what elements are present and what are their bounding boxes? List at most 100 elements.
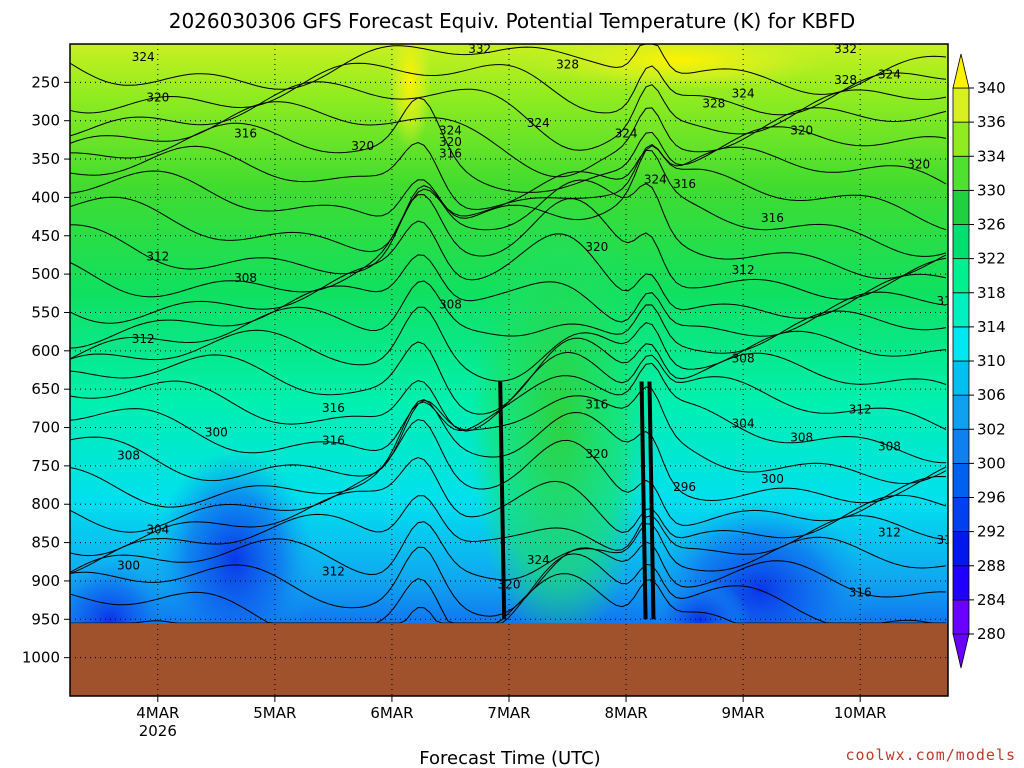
- contour-line: [70, 280, 947, 360]
- colorbar-segment: [952, 189, 970, 225]
- y-axis: 250 300 350 400 450 500 550 600 650 700 750 800 850 9…: [22, 73, 70, 667]
- colorbar-segment: [952, 360, 970, 396]
- y-tick-label: 700: [31, 419, 60, 437]
- colorbar-tick-label: 300: [977, 454, 1006, 472]
- contour-label: 316: [234, 127, 257, 141]
- contour-label: 312: [322, 565, 345, 579]
- x-tick-label: 10MAR: [834, 704, 887, 722]
- colorbar-tick-label: 330: [977, 181, 1006, 199]
- colorbar-tick-label: 288: [977, 557, 1006, 575]
- contour-label: 320: [907, 157, 930, 171]
- y-tick-label: 600: [31, 342, 60, 360]
- colorbar-segment: [952, 531, 970, 567]
- y-tick-label: 1000: [22, 649, 60, 667]
- contour-label: 304: [732, 417, 755, 431]
- contour-label: 320: [585, 240, 608, 254]
- colorbar-tick-label: 326: [977, 216, 1006, 234]
- contour-label: 324: [615, 127, 638, 141]
- contour-label: 308: [439, 298, 462, 312]
- contour-line: [70, 145, 947, 231]
- colorbar-tick-label: 336: [977, 113, 1006, 131]
- contour-label: 324: [878, 68, 901, 82]
- grid-lines: [70, 44, 948, 696]
- contour-line: [70, 418, 947, 533]
- credit-text: coolwx.com/models: [845, 746, 1016, 764]
- contour-label: 300: [205, 426, 228, 440]
- contour-label: 316: [322, 401, 345, 415]
- x-tick-label: 7MAR: [487, 704, 530, 722]
- colorbar-tick-label: 310: [977, 352, 1006, 370]
- y-tick-label: 250: [31, 73, 60, 91]
- contour-label: 328: [556, 58, 579, 72]
- x-tick-label: 8MAR: [604, 704, 647, 722]
- contour-line: [70, 521, 947, 581]
- colorbar-segment: [952, 394, 970, 430]
- contour-line: [70, 541, 947, 617]
- contour-label: 308: [790, 430, 813, 444]
- x-axis-label: Forecast Time (UTC): [419, 748, 600, 768]
- contour-line: [70, 553, 946, 624]
- contour-line: [70, 220, 947, 324]
- contour-label: 324: [132, 50, 155, 64]
- contour-line: [70, 386, 947, 485]
- contour-line: [498, 381, 507, 620]
- contour-line: [70, 62, 947, 116]
- colorbar-segment: [952, 462, 970, 498]
- contour-label: 312: [937, 533, 960, 547]
- colorbar-bottom-arrow: [952, 633, 970, 669]
- contour-label: 316: [761, 211, 784, 225]
- colorbar-segment: [952, 428, 970, 464]
- colorbar-segment: [952, 258, 970, 294]
- contour-label: 296: [673, 480, 696, 494]
- colorbar-tick-label: 314: [977, 318, 1006, 336]
- contour-line: [70, 44, 947, 95]
- contour-label: 324: [732, 87, 755, 101]
- colorbar-tick-label: 306: [977, 386, 1006, 404]
- contour-line: [647, 381, 656, 620]
- contour-label: 324: [439, 124, 462, 138]
- contour-line: [70, 399, 947, 508]
- colorbar-segment: [952, 565, 970, 601]
- contour-line: [70, 194, 947, 300]
- colorbar-segment: [952, 497, 970, 533]
- y-tick-label: 400: [31, 188, 60, 206]
- colorbar-segment: [952, 326, 970, 362]
- colorbar-segment: [952, 155, 970, 191]
- contour-label: 312: [732, 263, 755, 277]
- chart-title: 2026030306 GFS Forecast Equiv. Potential…: [169, 9, 856, 33]
- contour-line: [70, 81, 947, 151]
- colorbar-segment: [952, 87, 970, 123]
- contour-label: 316: [849, 585, 872, 599]
- colorbar-segment: [952, 224, 970, 260]
- contour-label: 308: [878, 440, 901, 454]
- contour-line: [70, 495, 947, 574]
- contour-label: 312: [849, 403, 872, 417]
- contour-label: 328: [834, 73, 857, 87]
- warm-tongue-center: [470, 190, 650, 650]
- y-tick-label: 650: [31, 380, 60, 398]
- colorbar-tick-label: 284: [977, 591, 1006, 609]
- warm-band-top: [530, 44, 830, 90]
- contour-line: [70, 573, 946, 624]
- contour-label: 320: [439, 135, 462, 149]
- contour-label: 332: [834, 42, 857, 56]
- y-tick-label: 950: [31, 610, 60, 628]
- contour-line: [70, 351, 947, 432]
- contour-lines: [70, 44, 947, 624]
- contour-label: 320: [146, 91, 169, 105]
- contour-line: [70, 179, 947, 280]
- contour-label: 320: [351, 139, 374, 153]
- contour-label: 312: [878, 525, 901, 539]
- contour-label: 320: [585, 447, 608, 461]
- y-tick-label: 800: [31, 495, 60, 513]
- contour-label: 316: [937, 294, 960, 308]
- contour-line: [70, 101, 947, 178]
- colorbar-tick-label: 322: [977, 250, 1006, 268]
- contour-label: 320: [790, 124, 813, 138]
- colorbar-tick-label: 292: [977, 523, 1006, 541]
- contour-line: [70, 456, 947, 557]
- colorbar-tick-label: 280: [977, 625, 1006, 643]
